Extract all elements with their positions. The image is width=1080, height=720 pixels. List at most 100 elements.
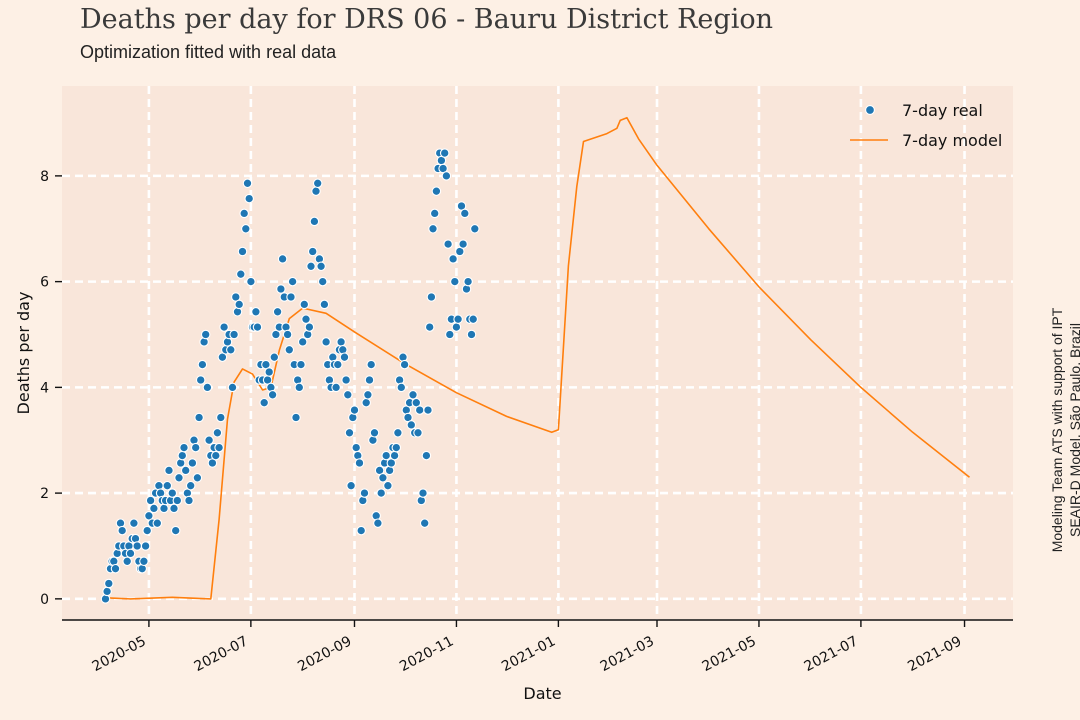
data-point	[172, 495, 183, 506]
data-point	[237, 246, 248, 257]
x-tick-label: 2020-09	[295, 633, 354, 675]
x-axis-label: Date	[523, 684, 561, 703]
data-point	[428, 224, 438, 234]
data-point	[391, 442, 402, 453]
data-point	[381, 450, 391, 461]
data-point	[429, 208, 440, 219]
data-point	[195, 375, 206, 385]
data-point	[399, 359, 410, 370]
data-point	[142, 525, 152, 536]
data-point	[450, 276, 460, 287]
y-tick-label: 6	[40, 275, 49, 291]
data-point	[190, 442, 201, 453]
data-point	[299, 299, 310, 310]
data-point	[204, 435, 214, 445]
data-point	[389, 450, 400, 461]
data-point	[272, 307, 283, 317]
data-point	[311, 186, 321, 196]
chart-subtitle: Optimization fitted with real data	[80, 42, 337, 62]
data-point	[100, 594, 111, 604]
data-point	[470, 224, 480, 234]
data-point	[267, 390, 278, 400]
data-point	[419, 518, 430, 528]
data-point	[443, 239, 453, 249]
data-point	[364, 375, 375, 385]
data-point	[117, 525, 127, 536]
data-point	[466, 329, 477, 340]
data-point	[194, 412, 204, 423]
data-point	[287, 276, 298, 287]
data-point	[304, 322, 315, 332]
data-point	[418, 488, 428, 498]
data-point	[306, 261, 316, 272]
data-point	[169, 503, 179, 514]
data-point	[129, 518, 139, 528]
data-point	[164, 465, 174, 476]
data-point	[252, 322, 263, 332]
data-point	[439, 148, 450, 158]
data-point	[251, 307, 261, 317]
data-point	[104, 578, 114, 589]
data-point	[349, 405, 360, 415]
y-axis-label: Deaths per day	[14, 292, 33, 415]
data-point	[312, 178, 323, 189]
data-point	[277, 254, 288, 264]
data-point	[122, 556, 132, 567]
data-point	[321, 337, 331, 347]
data-point	[102, 586, 112, 597]
data-point	[413, 428, 423, 438]
data-point	[202, 382, 213, 393]
data-point	[192, 473, 203, 483]
data-point	[149, 503, 159, 514]
data-point	[132, 541, 142, 551]
x-tick-label: 2021-09	[905, 633, 964, 675]
data-point	[414, 405, 425, 415]
data-point	[226, 345, 236, 355]
data-point	[383, 480, 393, 491]
data-point	[264, 367, 274, 377]
data-point	[297, 337, 308, 347]
data-point	[244, 193, 254, 204]
data-point	[451, 322, 462, 332]
data-point	[366, 359, 376, 370]
data-point	[408, 390, 418, 400]
data-point	[316, 261, 326, 272]
data-point	[423, 405, 433, 415]
data-point	[216, 412, 226, 423]
data-point	[460, 208, 470, 219]
data-point	[242, 178, 253, 189]
data-point	[356, 525, 366, 536]
x-tick-label: 2021-05	[700, 633, 759, 675]
data-point	[346, 480, 356, 491]
data-point	[214, 442, 224, 453]
x-tick-label: 2021-03	[598, 633, 657, 675]
data-point	[159, 503, 169, 514]
data-point	[184, 495, 194, 506]
data-point	[319, 299, 330, 310]
data-point	[234, 299, 244, 310]
data-point	[162, 480, 173, 491]
data-point	[317, 276, 328, 287]
data-point	[421, 450, 432, 461]
data-point	[363, 390, 373, 400]
data-point	[139, 556, 149, 567]
data-point	[167, 488, 178, 498]
legend-marker-real	[865, 105, 875, 115]
data-point	[458, 239, 468, 249]
legend-label-model: 7-day model	[902, 131, 1002, 150]
data-point	[286, 292, 296, 302]
data-point	[333, 359, 343, 370]
data-point	[453, 314, 463, 324]
data-point	[110, 563, 121, 574]
data-point	[177, 450, 188, 461]
x-tick-label: 2021-07	[802, 633, 861, 675]
x-tick-label: 2020-05	[90, 633, 149, 675]
data-point	[341, 375, 351, 385]
x-tick-label: 2020-11	[397, 633, 456, 675]
data-point	[426, 292, 437, 302]
y-tick-label: 8	[40, 169, 49, 185]
data-point	[393, 428, 403, 438]
data-point	[185, 480, 196, 491]
data-point	[336, 337, 346, 347]
data-point	[239, 208, 249, 219]
